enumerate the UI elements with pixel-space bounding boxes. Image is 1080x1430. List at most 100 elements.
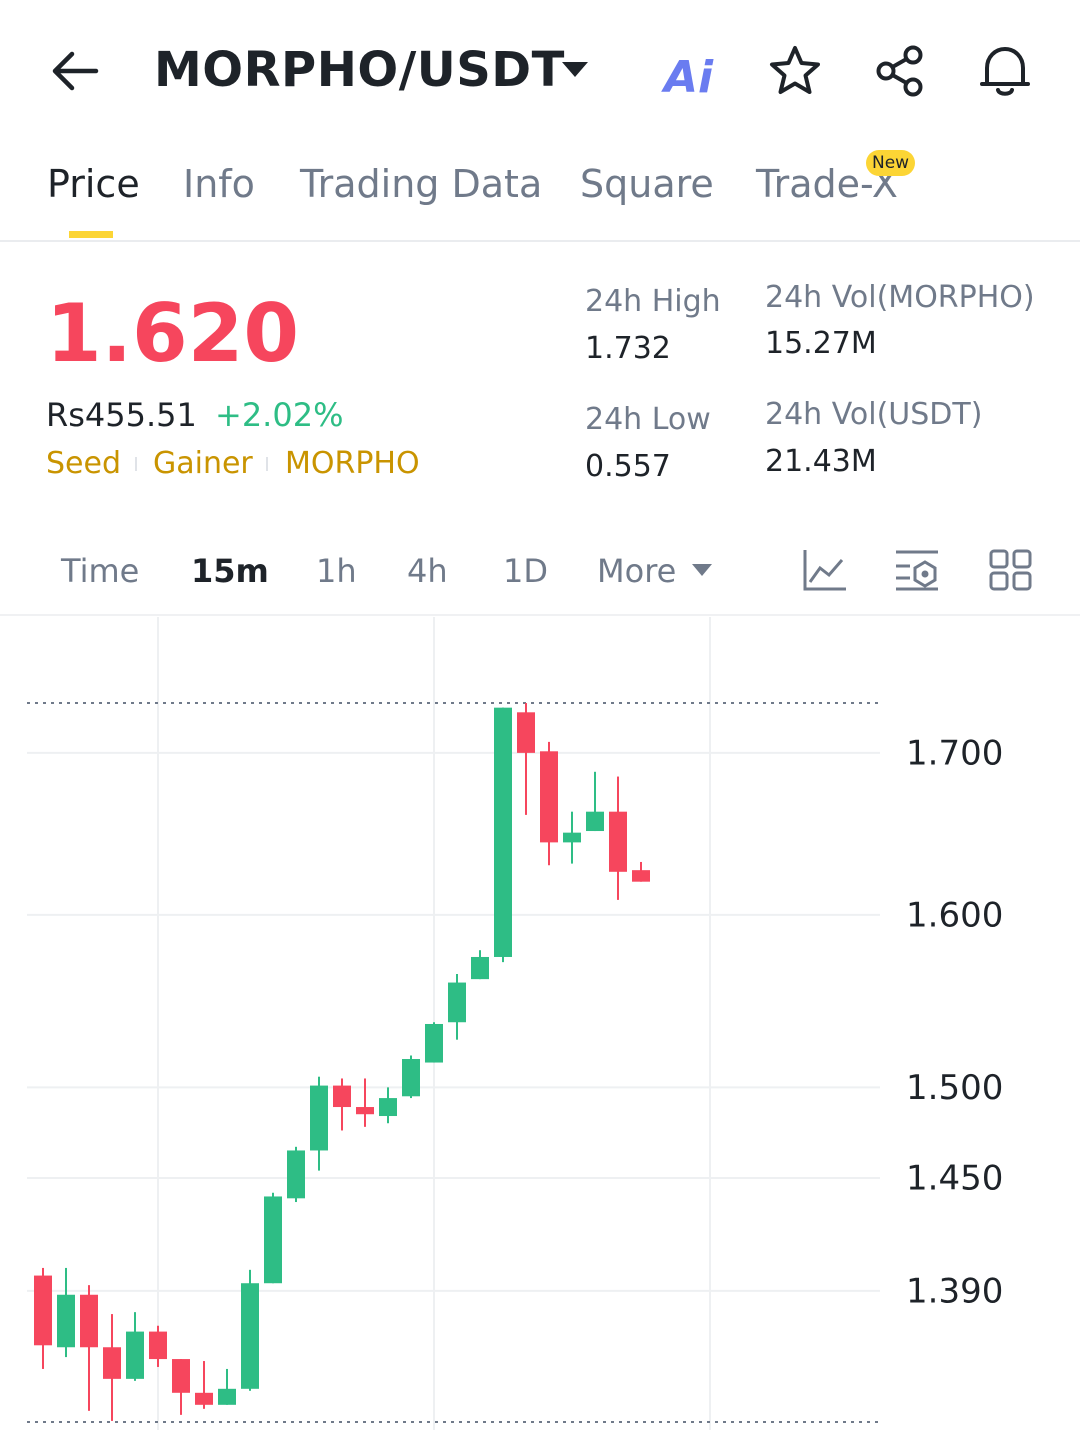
candle-body: [563, 832, 581, 843]
stat-label: 24h Vol(USDT): [765, 397, 983, 432]
stat-value: 15.27M: [765, 326, 877, 361]
candle-body: [218, 1388, 236, 1405]
candle-body: [494, 707, 512, 957]
tag-separator: [266, 457, 268, 471]
candle-body: [172, 1359, 190, 1393]
candle-body: [632, 870, 650, 882]
interval[interactable]: Time: [61, 552, 140, 590]
share-button[interactable]: [874, 44, 928, 98]
candle-body: [57, 1294, 75, 1348]
candle: [494, 707, 512, 963]
candle-body: [333, 1085, 351, 1108]
tag-separator: [135, 457, 137, 471]
last-price: 1.620: [46, 287, 300, 380]
candle: [402, 1055, 420, 1099]
interval[interactable]: More: [597, 552, 677, 590]
back-button[interactable]: [50, 48, 100, 94]
candle-body: [425, 1023, 443, 1063]
stat-value: 21.43M: [765, 444, 877, 479]
candle-body: [264, 1196, 282, 1284]
tag[interactable]: Gainer: [153, 446, 253, 481]
indicator-button[interactable]: [802, 548, 848, 592]
candle: [264, 1192, 282, 1284]
tag[interactable]: Seed: [46, 446, 121, 481]
candle: [241, 1269, 259, 1391]
candle-body: [310, 1085, 328, 1151]
candle-body: [126, 1331, 144, 1379]
interval[interactable]: 1h: [316, 552, 357, 590]
candle-body: [540, 751, 558, 843]
candle-body: [517, 712, 535, 753]
new-badge: New: [866, 150, 916, 176]
divider: [0, 240, 1080, 242]
candlestick-chart: 1.700 1.600 1.500 1.450 1.390: [27, 617, 1003, 1430]
tag[interactable]: MORPHO: [285, 446, 420, 481]
candle: [195, 1361, 213, 1409]
candle-body: [80, 1294, 98, 1348]
tab[interactable]: Price: [47, 162, 140, 206]
candle: [103, 1314, 121, 1421]
candle: [310, 1076, 328, 1171]
candle: [333, 1078, 351, 1131]
candle: [586, 771, 604, 832]
candle: [287, 1146, 305, 1203]
candle-body: [448, 982, 466, 1023]
stat-label: 24h High: [585, 284, 721, 319]
ai-button[interactable]: Ai: [664, 52, 714, 103]
stat-label: 24h Vol(MORPHO): [765, 280, 1035, 315]
candle: [34, 1267, 52, 1369]
candle-body: [402, 1059, 420, 1097]
fiat-price: Rs455.51: [46, 396, 197, 434]
candle: [632, 861, 650, 882]
pair-dropdown[interactable]: [562, 62, 588, 78]
candle: [379, 1087, 397, 1124]
candle: [563, 811, 581, 864]
candle: [448, 973, 466, 1040]
candle-body: [34, 1275, 52, 1346]
more-dropdown[interactable]: [692, 564, 712, 577]
stat-value: 0.557: [585, 449, 671, 484]
candle: [57, 1267, 75, 1358]
candle-body: [586, 811, 604, 832]
interval[interactable]: 4h: [407, 552, 448, 590]
tab[interactable]: Square: [580, 162, 714, 206]
candle: [471, 950, 489, 980]
price-change: +2.02%: [215, 396, 344, 434]
candle: [356, 1078, 374, 1127]
candle: [218, 1368, 236, 1405]
y-tick-label: 1.500: [906, 1068, 1003, 1108]
candle-body: [103, 1347, 121, 1379]
y-tick-label: 1.600: [906, 895, 1003, 935]
stat-label: 24h Low: [585, 402, 711, 437]
alert-button[interactable]: [978, 42, 1032, 100]
candle-body: [379, 1098, 397, 1117]
y-tick-label: 1.450: [906, 1158, 1003, 1198]
candle: [609, 776, 627, 900]
candle-body: [356, 1107, 374, 1115]
tab[interactable]: Trading Data: [300, 162, 543, 206]
tab[interactable]: Info: [183, 162, 255, 206]
stat-value: 1.732: [585, 331, 671, 366]
candle-body: [241, 1283, 259, 1389]
candle: [517, 703, 535, 815]
candle-body: [195, 1392, 213, 1405]
layout-button[interactable]: [988, 548, 1034, 592]
pair-title[interactable]: MORPHO/USDT: [154, 42, 565, 98]
candle: [126, 1312, 144, 1381]
candle: [540, 741, 558, 866]
divider: [0, 614, 1080, 616]
candle-body: [609, 811, 627, 872]
candle: [149, 1325, 167, 1367]
candle-body: [149, 1331, 167, 1360]
candle-body: [471, 956, 489, 980]
y-tick-label: 1.700: [906, 733, 1003, 773]
candle: [172, 1359, 190, 1415]
active-tab-indicator: [69, 231, 113, 238]
interval[interactable]: 15m: [191, 552, 269, 590]
interval[interactable]: 1D: [503, 552, 548, 590]
candle: [425, 1022, 443, 1063]
favorite-button[interactable]: [768, 44, 822, 98]
chart-settings-button[interactable]: [894, 548, 942, 592]
candle: [80, 1285, 98, 1411]
